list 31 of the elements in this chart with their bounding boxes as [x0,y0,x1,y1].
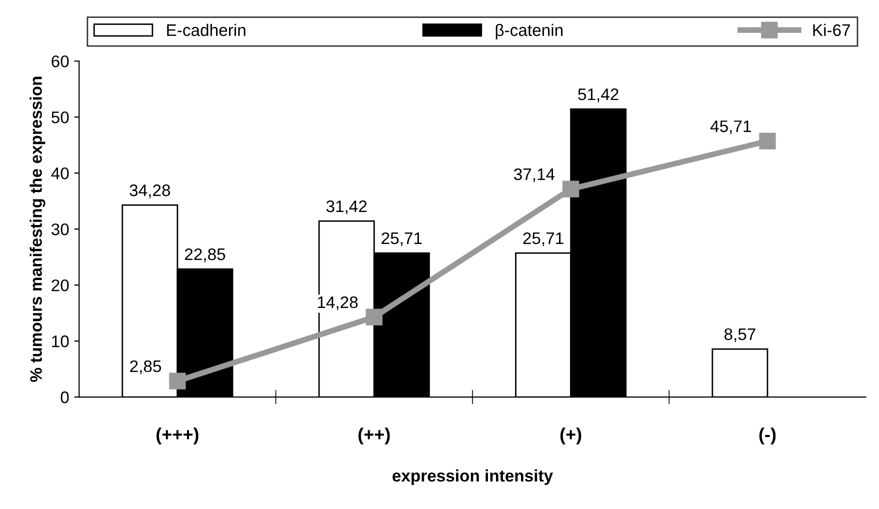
legend-label: β-catenin [496,24,562,40]
point [169,372,186,390]
point [759,132,776,150]
data-label: 25,71 [382,232,422,246]
x-tick-label: (+++) [156,428,198,444]
x-tick-label: (-) [759,428,776,444]
data-label: 22,85 [184,248,226,262]
y-tick-label: 0 [60,391,69,404]
y-tick-label: 30 [51,223,69,236]
x-tick-label: (++) [358,428,390,444]
data-label: 25,71 [523,232,564,246]
data-label: 14,28 [318,296,358,310]
legend-label: E-cadherin [167,24,246,36]
y-axis-title: % tumours manifesting the expression [30,76,46,382]
data-label: 51,42 [578,88,618,102]
y-tick-label: 40 [51,167,69,180]
y-tick-label: 10 [52,335,69,348]
y-tick-label: 50 [52,111,69,124]
data-label: 8,57 [724,328,756,342]
data-label: 2,85 [130,360,162,374]
data-label: 45,71 [710,120,751,134]
point [366,308,382,326]
x-axis-title: expression intensity [392,469,553,485]
point [562,180,580,198]
data-label: 31,42 [326,200,367,214]
legend-label: Ki-67 [813,24,850,36]
x-tick-label: (+) [560,428,582,444]
data-label: 34,28 [130,184,170,198]
y-tick-label: 60 [52,55,69,68]
data-label: 37,14 [514,168,555,182]
y-tick-label: 20 [52,279,69,292]
